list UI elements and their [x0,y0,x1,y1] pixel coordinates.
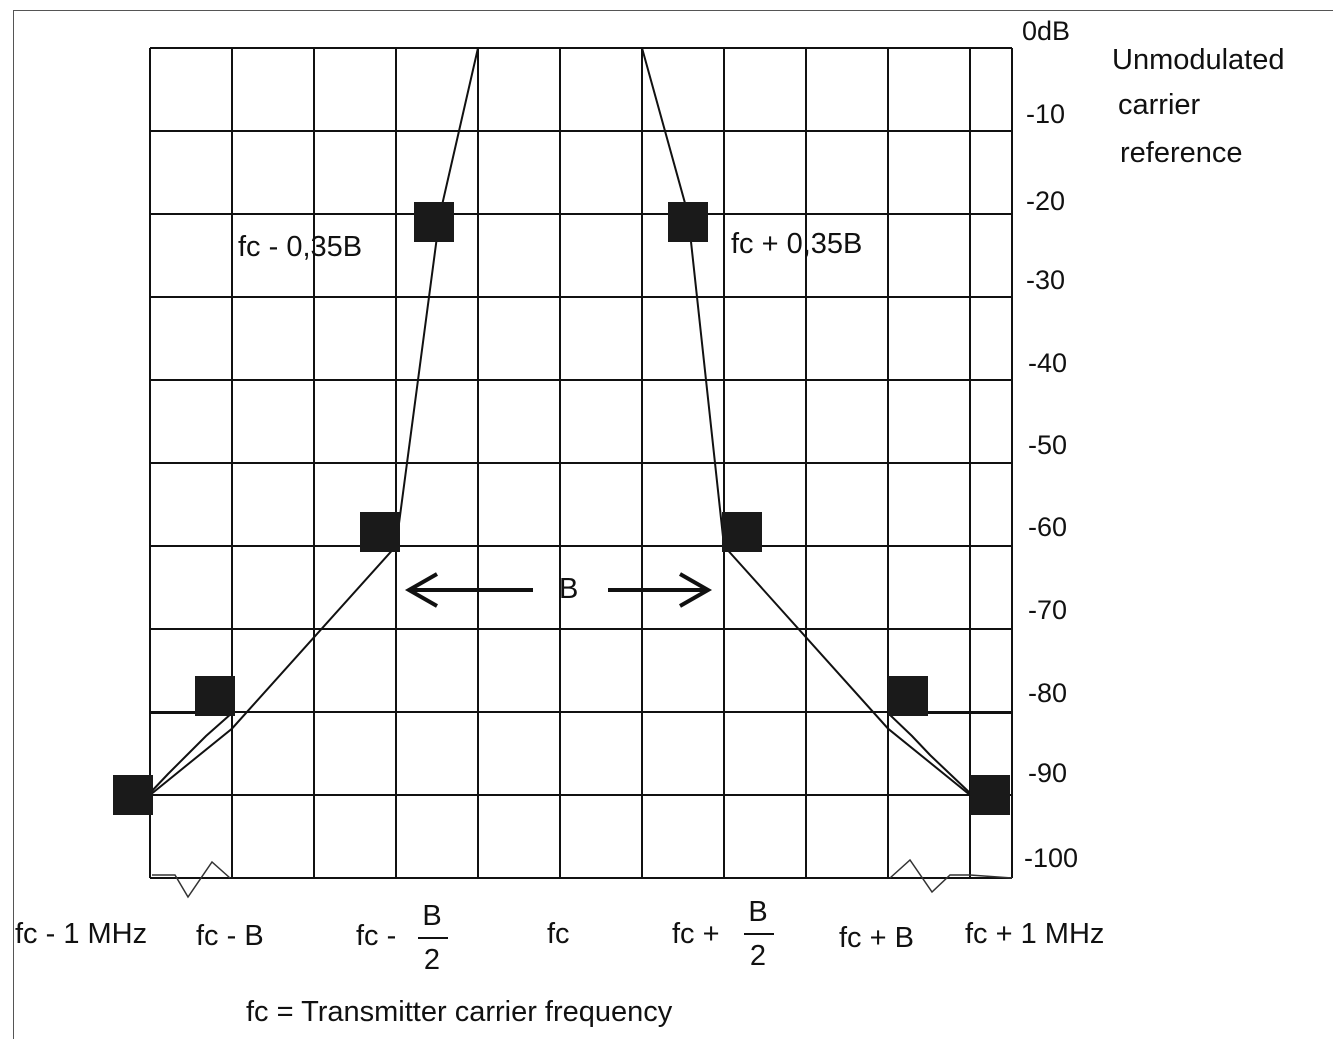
annotation-right-slope: fc + 0,35B [731,228,863,260]
mask-marker [414,202,454,242]
x-tick-fc-minus-half-b-bar [418,937,448,939]
x-tick-fc-minus-b: fc - B [196,920,264,952]
annotation-left-slope: fc - 0,35B [238,231,363,263]
mask-step-right [887,712,971,794]
mask-marker [722,512,762,552]
y-tick-60: -60 [1028,512,1068,542]
y-tick-80: -80 [1028,678,1068,708]
axis-break-left [152,860,231,899]
y-tick-50: -50 [1028,430,1068,460]
x-axis-footnote: fc = Transmitter carrier frequency [246,996,673,1028]
x-tick-fc: fc [547,918,570,950]
x-tick-fc-minus-half-b-numerator: B [422,900,442,932]
reference-note-line-2: carrier [1118,89,1201,121]
mask-step-left [149,712,233,794]
reference-note-line-1: Unmodulated [1112,44,1285,76]
mask-marker [888,676,928,716]
chart-frame [13,10,1333,1039]
x-tick-fc-minus-half-b-prefix: fc - [356,920,397,952]
mask-marker [113,775,153,815]
x-tick-fc-plus-1mhz: fc + 1 MHz [965,918,1105,950]
mask-marker [360,512,400,552]
mask-marker [668,202,708,242]
bandwidth-arrow-right-head [679,572,713,608]
annotation-bandwidth-label: B [559,573,579,605]
y-tick-30: -30 [1026,265,1066,295]
y-tick-100: -100 [1024,843,1079,873]
mask-line [149,47,971,796]
y-tick-40: -40 [1028,348,1068,378]
mask-marker [195,676,235,716]
y-tick-20: -20 [1026,186,1066,216]
y-tick-10: -10 [1026,99,1066,129]
x-tick-fc-minus-half-b-denominator: 2 [423,944,441,976]
x-tick-fc-plus-half-b-denominator: 2 [749,940,767,972]
x-tick-fc-plus-half-b-bar [744,933,774,935]
x-tick-fc-plus-half-b-numerator: B [748,896,768,928]
y-tick-90: -90 [1028,758,1068,788]
x-tick-fc-plus-b: fc + B [839,922,914,954]
x-tick-fc-minus-1mhz: fc - 1 MHz [15,918,148,950]
y-tick-70: -70 [1028,595,1068,625]
axis-break-right [889,858,1013,894]
reference-note-line-3: reference [1120,137,1243,169]
y-tick-0: 0dB [1022,16,1071,46]
mask-marker [970,775,1010,815]
x-tick-fc-plus-half-b-prefix: fc + [672,918,720,950]
bandwidth-arrow-left-head [404,572,438,608]
